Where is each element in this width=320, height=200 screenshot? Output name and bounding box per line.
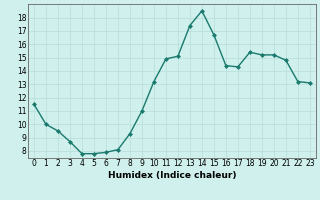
X-axis label: Humidex (Indice chaleur): Humidex (Indice chaleur) <box>108 171 236 180</box>
